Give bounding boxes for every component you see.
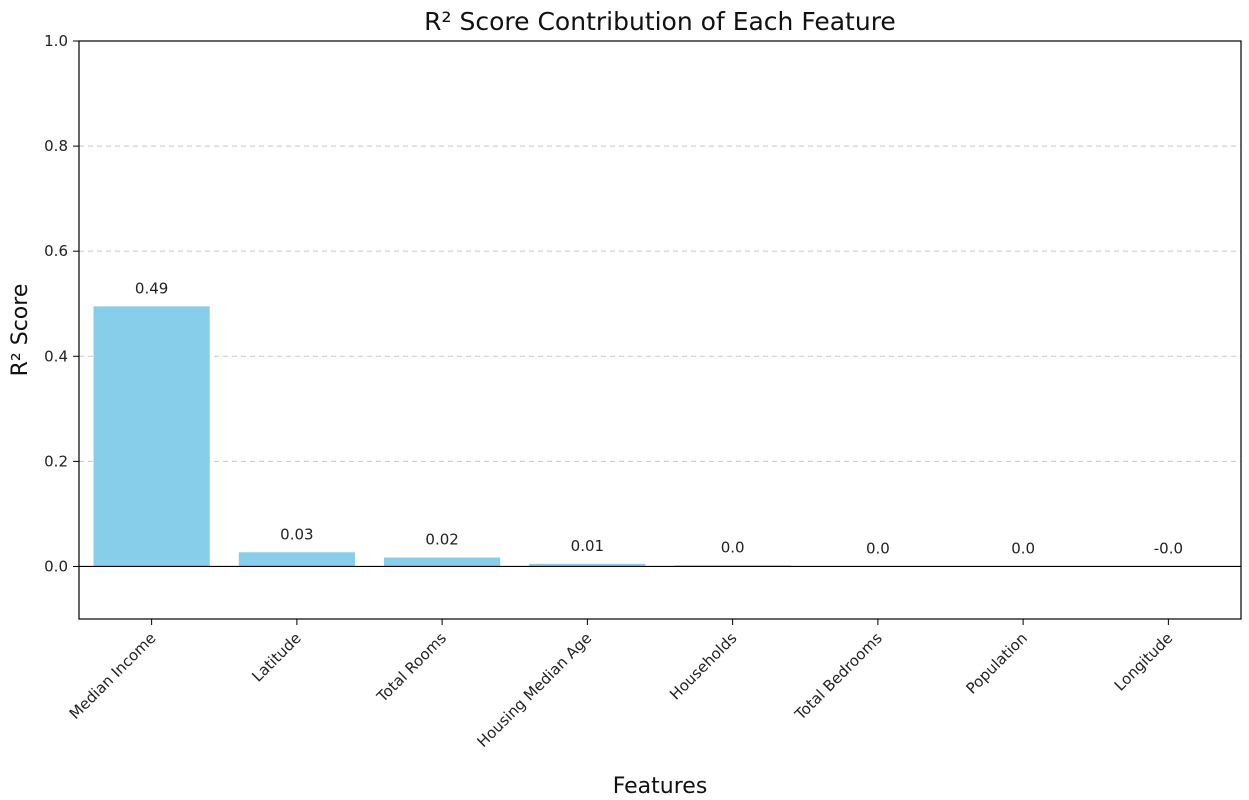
data-label: 0.0 [1011,539,1035,557]
x-tick-label: Households [666,629,741,704]
y-tick-label: 0.8 [44,137,68,155]
chart-title: R² Score Contribution of Each Feature [424,7,896,36]
data-labels-layer: 0.49 0.03 0.02 0.01 0.0 0.0 0.0 -0.0 [135,279,1183,557]
data-label: 0.03 [280,525,313,543]
bar [384,557,501,567]
data-label: 0.01 [571,537,604,555]
y-tick-label: 0.4 [44,347,68,365]
y-tick-label: 1.0 [44,32,68,50]
bar [238,552,355,567]
y-tick-label: 0.2 [44,452,68,470]
bar [529,563,646,567]
x-tick-label: Latitude [248,629,304,685]
data-label: -0.0 [1154,539,1183,557]
x-tick-label: Population [962,629,1030,697]
x-tick-label: Median Income [66,629,160,723]
plot-frame [78,40,1242,620]
x-tick-label: Longitude [1111,629,1176,694]
x-tick-label: Total Bedrooms [791,629,886,724]
y-tick-label: 0.0 [44,557,68,575]
axis-layer: 0.0 0.2 0.4 0.6 0.8 1.0 Median Income Latitude T… [44,32,1242,751]
data-label: 0.0 [721,538,745,556]
bars-layer [93,306,1227,567]
bar [93,306,210,567]
y-axis-label: R² Score [8,284,33,377]
x-tick-label: Housing Median Age [474,629,596,751]
y-tick-label: 0.6 [44,242,68,260]
data-label: 0.02 [425,531,458,549]
grid-layer [79,40,1241,462]
data-label: 0.0 [866,539,890,557]
x-tick-label: Total Rooms [373,629,450,706]
data-label: 0.49 [135,279,168,297]
x-axis-label: Features [613,774,708,799]
